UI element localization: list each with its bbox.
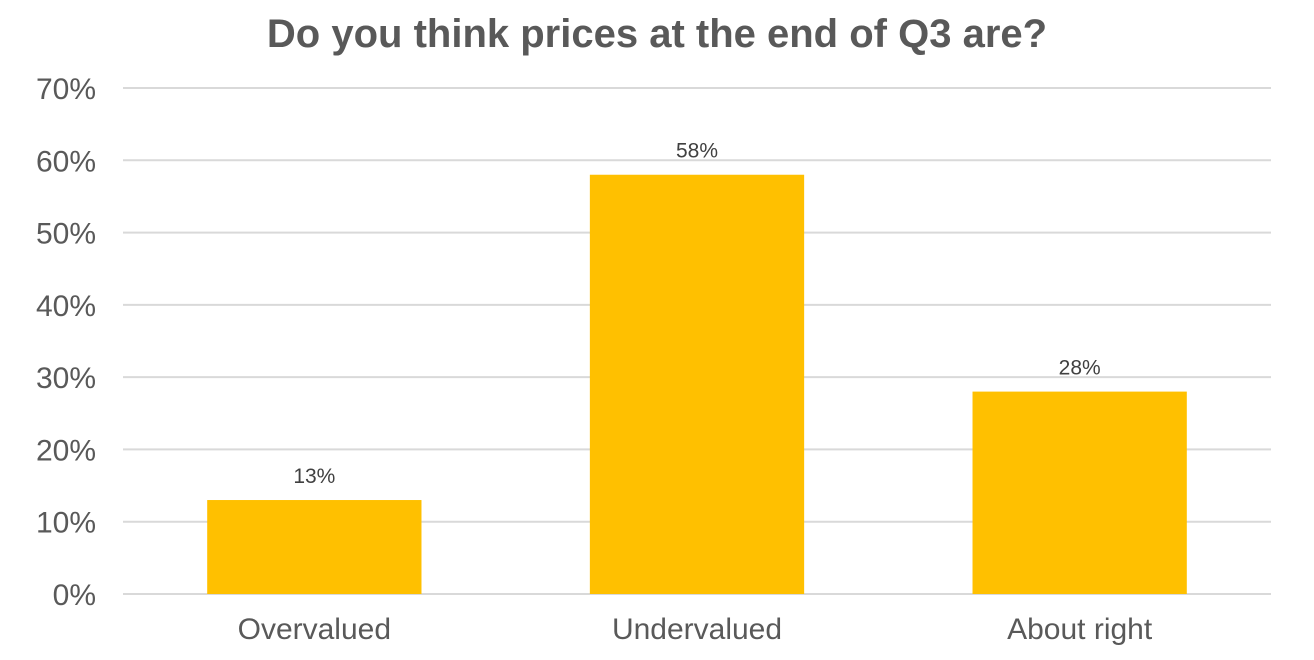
y-tick-label: 40% (36, 290, 96, 323)
x-axis-categories: Overvalued Undervalued About right (238, 613, 1153, 646)
y-tick-label: 60% (36, 145, 96, 178)
y-tick-label: 50% (36, 218, 96, 251)
bars (207, 174, 1187, 594)
x-category-label: Undervalued (612, 613, 782, 646)
y-tick-label: 10% (36, 507, 96, 540)
data-label: 58% (676, 140, 718, 163)
y-axis-ticks: 0% 10% 20% 30% 40% 50% 60% 70% (36, 73, 96, 612)
x-category-label: Overvalued (238, 613, 391, 646)
chart-title: Do you think prices at the end of Q3 are… (266, 12, 1048, 56)
x-category-label: About right (1007, 613, 1153, 646)
y-tick-label: 30% (36, 362, 96, 395)
data-label: 28% (1059, 357, 1101, 380)
bar-undervalued (589, 174, 805, 594)
y-tick-label: 0% (53, 579, 96, 612)
y-tick-label: 20% (36, 434, 96, 467)
y-tick-label: 70% (36, 73, 96, 106)
bar-about-right (972, 391, 1187, 594)
data-label: 13% (293, 465, 335, 488)
data-labels: 13% 58% 28% (293, 140, 1100, 488)
bar-overvalued (207, 500, 422, 594)
